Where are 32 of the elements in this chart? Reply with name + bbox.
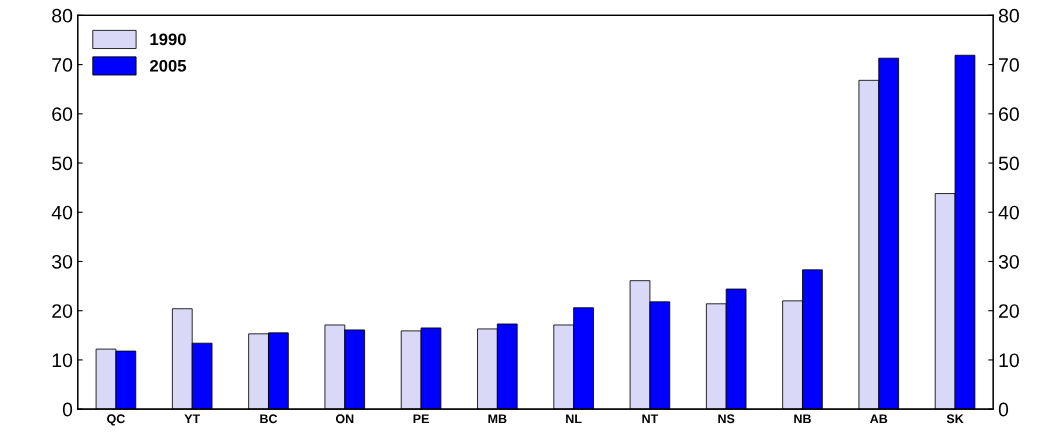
y2-tick-label: 60 <box>999 107 1019 122</box>
y-tick-label: 70 <box>52 58 73 72</box>
y2-tick-label: 70 <box>999 58 1019 72</box>
x-tick-label: NL <box>566 414 582 424</box>
x-tick-label: PE <box>413 414 429 424</box>
y-tick-label: 20 <box>52 304 73 318</box>
y-tick-label: 10 <box>52 353 73 368</box>
y2-tick-label: 40 <box>998 205 1019 220</box>
legend-label: 2005 <box>150 59 187 72</box>
x-tick-label: AB <box>870 414 888 424</box>
y-tick-label: 30 <box>52 254 73 269</box>
legend-label: 1990 <box>150 33 186 46</box>
y2-tick-label: 20 <box>999 304 1019 318</box>
x-tick-label: SK <box>946 414 964 424</box>
y2-tick-label: 30 <box>998 254 1019 269</box>
x-tick-label: ON <box>335 414 354 424</box>
y-tick-label: 60 <box>52 107 73 122</box>
y2-tick-label: 80 <box>998 8 1019 23</box>
y2-tick-label: 0 <box>998 402 1009 417</box>
x-tick-label: NB <box>794 414 811 424</box>
y2-tick-label: 50 <box>998 156 1019 171</box>
x-tick-label: QC <box>107 414 125 426</box>
x-tick-label: NT <box>642 414 659 424</box>
y-tick-label: 80 <box>52 8 73 23</box>
y2-tick-label: 10 <box>999 353 1019 368</box>
y-tick-label: 50 <box>52 156 73 171</box>
x-tick-label: BC <box>260 414 278 424</box>
y-tick-label: 0 <box>62 402 73 417</box>
x-tick-label: MB <box>488 414 507 424</box>
x-tick-label: YT <box>184 414 201 424</box>
y-tick-label: 40 <box>51 205 73 220</box>
x-tick-label: NS <box>718 414 735 424</box>
